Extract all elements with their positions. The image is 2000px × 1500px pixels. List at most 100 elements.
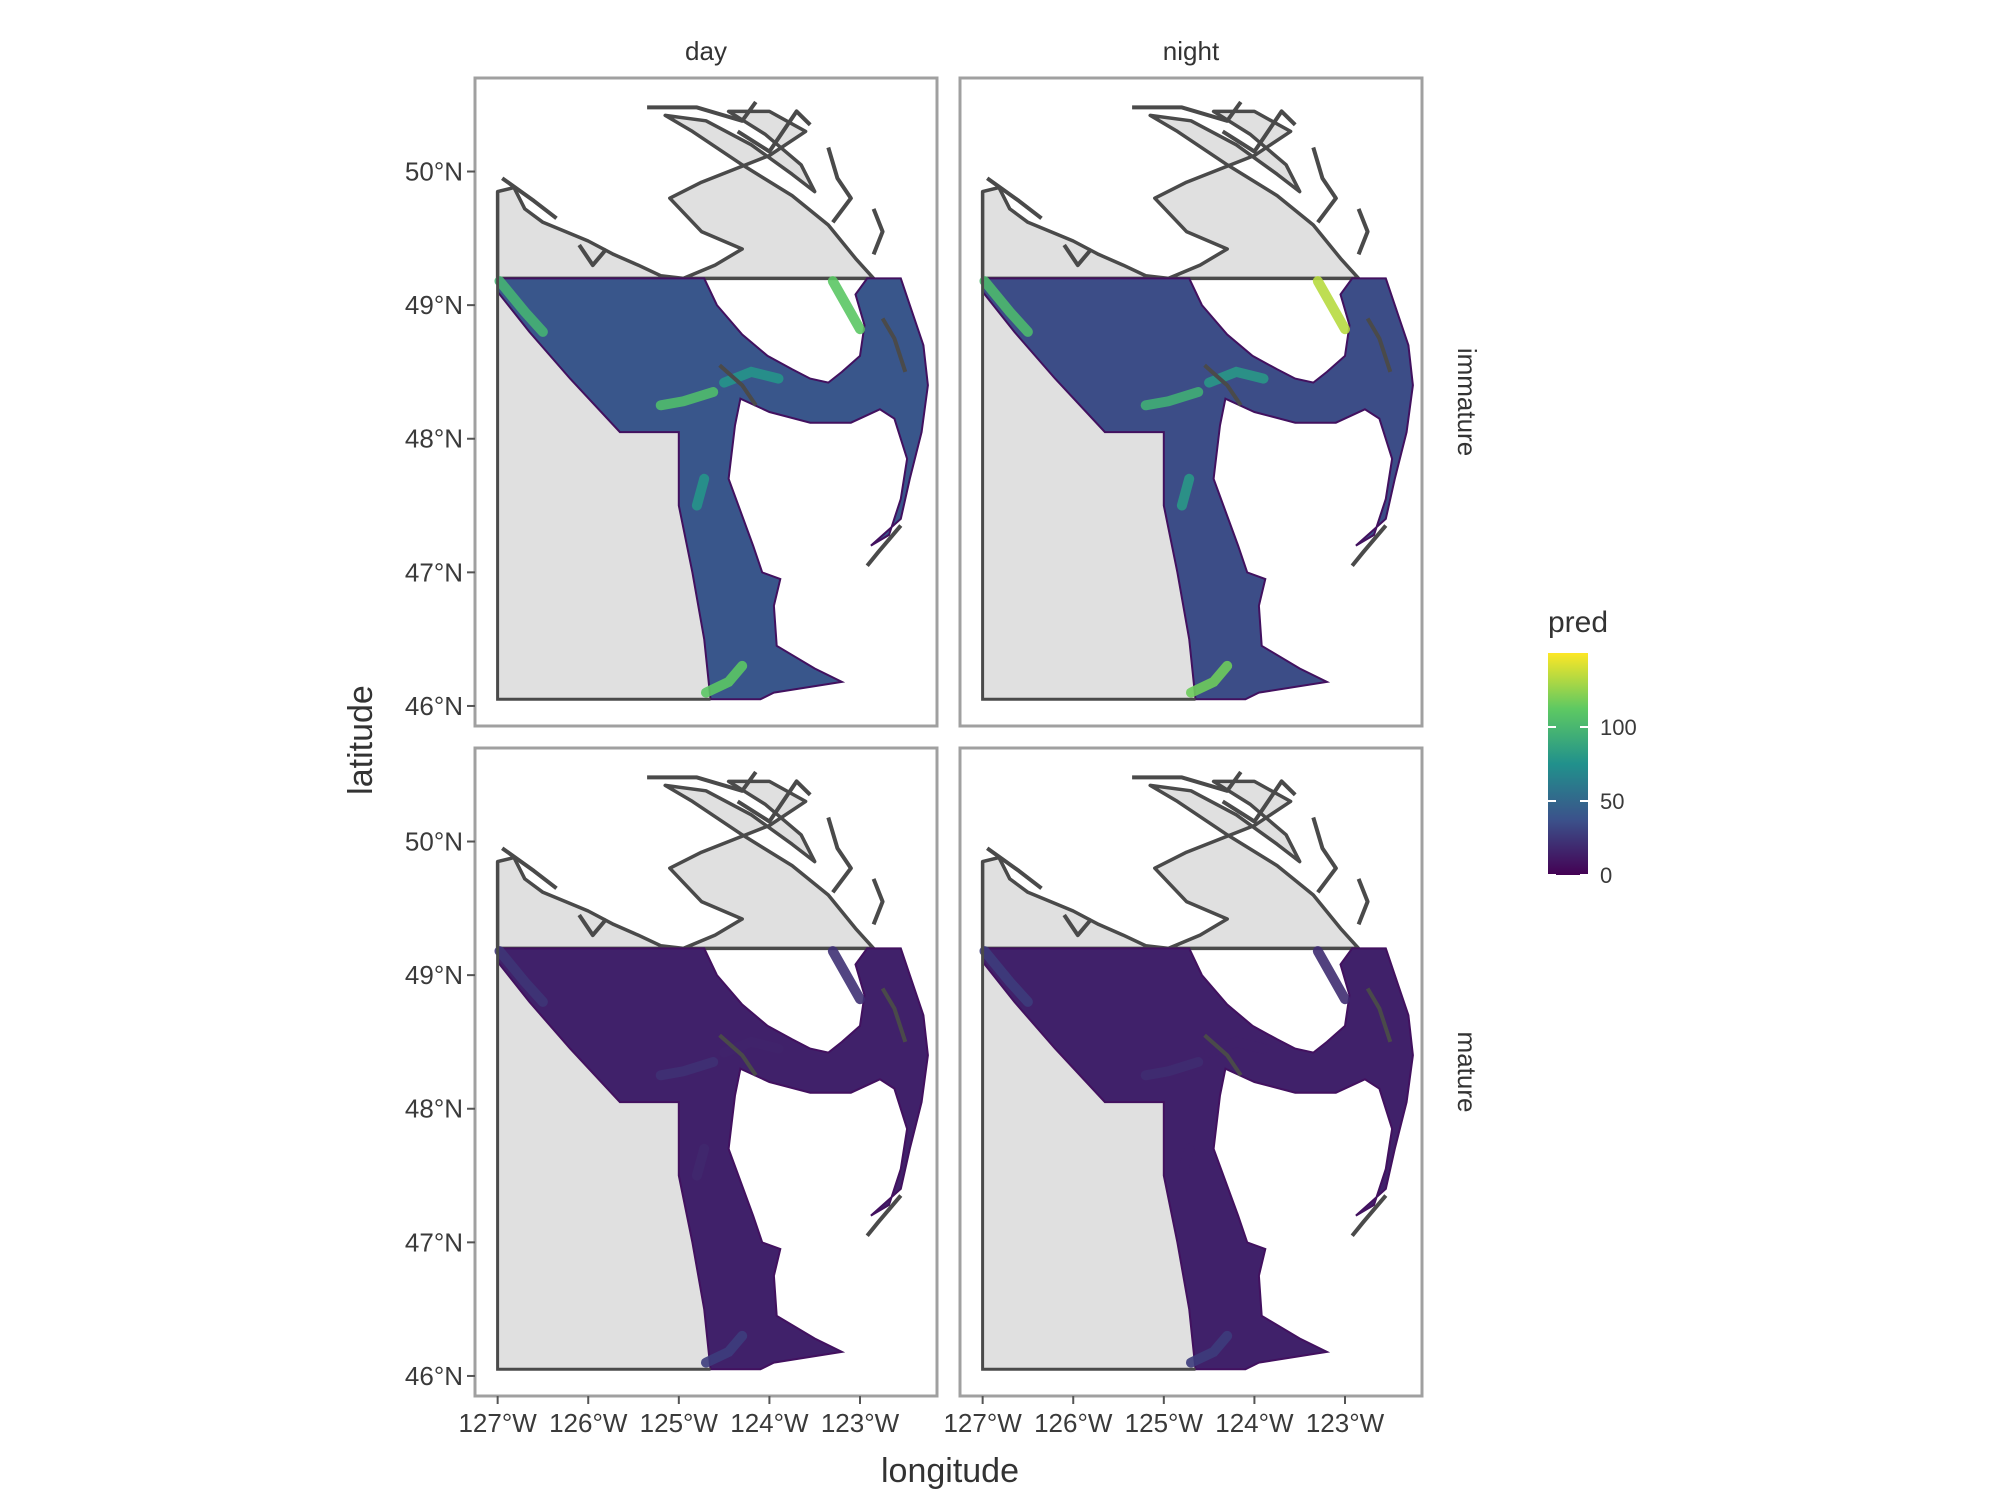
facet-strip-day: day — [685, 36, 727, 66]
x-axis-title: longitude — [881, 1452, 1019, 1490]
coastline-8 — [1350, 524, 1388, 567]
legend-title: pred — [1548, 606, 1608, 639]
domain-boundary — [981, 861, 1196, 1371]
coastline-3 — [1356, 878, 1370, 926]
legend-colorbar — [1548, 653, 1588, 875]
coastline-0 — [1132, 100, 1243, 123]
coastline-8 — [865, 524, 903, 567]
facet-strip-mature: mature — [1452, 1032, 1482, 1113]
coastline-6 — [1203, 363, 1243, 407]
facet-strip-immature: immature — [1452, 348, 1482, 456]
coastline-7 — [1365, 317, 1393, 373]
high-pred-zone-3 — [691, 1143, 710, 1181]
high-pred-zone-4 — [1312, 946, 1350, 1005]
coastline-6 — [1203, 1033, 1243, 1077]
high-pred-zone-1 — [1140, 1057, 1204, 1081]
high-pred-zone-3 — [691, 473, 710, 511]
coastline-4 — [986, 176, 1043, 220]
northern-land-region — [495, 779, 876, 951]
domain-boundary — [496, 861, 711, 1371]
coastline-3 — [871, 208, 885, 256]
coastline-7 — [880, 317, 908, 373]
coastline-4 — [501, 846, 558, 890]
x-tick-label: 125°W — [640, 1408, 719, 1438]
x-tick-label: 124°W — [730, 1408, 809, 1438]
x-tick-label: 126°W — [549, 1408, 628, 1438]
prediction-field — [496, 277, 929, 701]
land-region — [982, 291, 1196, 700]
y-tick-label: 46°N — [405, 1361, 463, 1391]
northern-land-region — [495, 109, 876, 281]
coastline-5 — [1062, 913, 1093, 938]
coastline-3 — [871, 878, 885, 926]
land-region — [982, 961, 1196, 1370]
coastline-5 — [1062, 243, 1093, 268]
x-tick-label: 127°W — [943, 1408, 1022, 1438]
x-tick-label: 127°W — [458, 1408, 537, 1438]
high-pred-zone-2 — [1186, 1330, 1233, 1368]
y-tick-label: 50°N — [405, 827, 463, 857]
high-pred-zone-2 — [701, 660, 748, 698]
x-tick-label: 124°W — [1215, 1408, 1294, 1438]
coastline-1 — [1221, 779, 1297, 824]
northern-land-region — [980, 109, 1361, 281]
coastline-5 — [577, 243, 608, 268]
y-tick-label: 49°N — [405, 290, 463, 320]
coastline-0 — [647, 770, 758, 793]
y-axis-title: latitude — [342, 685, 380, 795]
coastline-2 — [1311, 146, 1338, 224]
high-pred-zone-1 — [655, 387, 719, 411]
y-tick-label: 49°N — [405, 960, 463, 990]
panel-border — [958, 746, 1424, 1398]
panel-border — [473, 76, 939, 728]
coastline-2 — [1311, 816, 1338, 894]
coastline-8 — [865, 1194, 903, 1237]
high-pred-zone-0 — [494, 946, 548, 1007]
coastline-2 — [826, 816, 853, 894]
high-pred-zone-2 — [1186, 660, 1233, 698]
x-tick-label: 125°W — [1125, 1408, 1204, 1438]
coastline-1 — [736, 109, 812, 154]
prediction-field — [981, 277, 1414, 701]
coastline-6 — [718, 363, 758, 407]
coastline-1 — [1221, 109, 1297, 154]
panel-border — [473, 746, 939, 1398]
high-pred-zone-2 — [701, 1330, 748, 1368]
high-pred-zone-4 — [1312, 276, 1350, 335]
high-pred-zone-3 — [1176, 473, 1195, 511]
prediction-field — [981, 947, 1414, 1371]
x-tick-label: 123°W — [1306, 1408, 1385, 1438]
high-pred-zone-0 — [494, 276, 548, 337]
prediction-field — [496, 947, 929, 1371]
high-pred-zone-1 — [655, 1057, 719, 1081]
coastline-4 — [501, 176, 558, 220]
map-panel-day-mature — [473, 746, 939, 1398]
high-pred-zone-3 — [1176, 1143, 1195, 1181]
legend-tick-label: 50 — [1600, 789, 1624, 814]
map-panel-night-immature — [958, 76, 1424, 728]
high-pred-zone-4 — [827, 946, 865, 1005]
domain-boundary — [981, 191, 1196, 701]
y-tick-label: 47°N — [405, 557, 463, 587]
coastline-4 — [986, 846, 1043, 890]
x-tick-label: 126°W — [1034, 1408, 1113, 1438]
land-region — [497, 291, 711, 700]
legend-tick-label: 0 — [1600, 863, 1612, 888]
x-tick-label: 123°W — [821, 1408, 900, 1438]
coastline-3 — [1356, 208, 1370, 256]
northern-land-region — [980, 779, 1361, 951]
coastline-2 — [826, 146, 853, 224]
coastline-7 — [1365, 987, 1393, 1043]
coastline-1 — [736, 779, 812, 824]
panel-border — [958, 76, 1424, 728]
high-pred-zone-0 — [979, 276, 1033, 337]
high-pred-zone-4 — [827, 276, 865, 335]
map-panel-night-mature — [958, 746, 1424, 1398]
y-tick-label: 48°N — [405, 1094, 463, 1124]
coastline-7 — [880, 987, 908, 1043]
legend-tick-label: 100 — [1600, 715, 1637, 740]
domain-boundary — [496, 191, 711, 701]
high-pred-zone-1 — [1140, 387, 1204, 411]
y-tick-label: 47°N — [405, 1227, 463, 1257]
